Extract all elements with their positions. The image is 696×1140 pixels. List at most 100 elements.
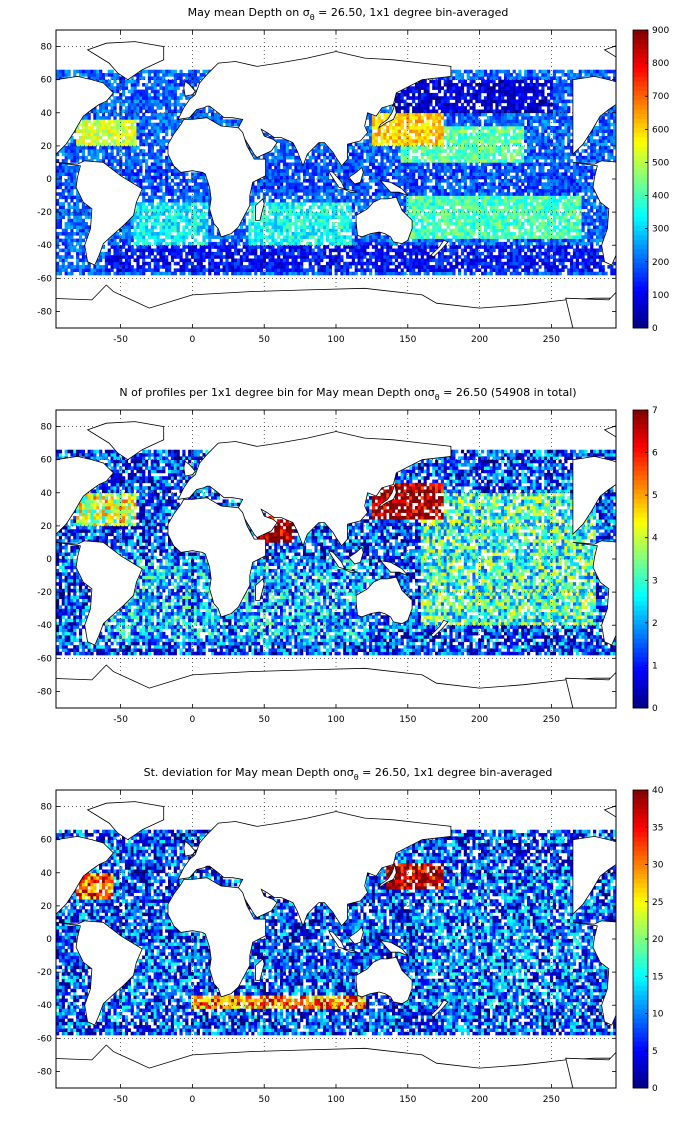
- data-cell: [162, 258, 166, 263]
- data-cell: [432, 149, 436, 153]
- data-cell: [323, 155, 327, 160]
- data-cell: [150, 192, 154, 196]
- data-cell: [294, 182, 298, 186]
- data-cell: [420, 208, 424, 213]
- data-cell: [460, 228, 465, 233]
- data-cell: [317, 265, 321, 269]
- data-cell: [107, 155, 111, 160]
- data-cell: [343, 245, 347, 249]
- data-cell: [294, 241, 298, 246]
- data-cell: [285, 245, 289, 249]
- data-cell: [76, 165, 80, 170]
- data-cell: [360, 162, 364, 167]
- data-cell: [300, 195, 304, 200]
- data-cell: [311, 152, 315, 157]
- data-cell: [305, 179, 310, 183]
- data-cell: [297, 225, 301, 229]
- data-cell: [262, 261, 266, 266]
- data-cell: [153, 215, 157, 220]
- data-cell: [406, 205, 410, 210]
- data-cell: [366, 149, 370, 153]
- data-cell: [133, 179, 137, 183]
- data-cell: [162, 102, 166, 107]
- data-cell: [271, 255, 275, 259]
- data-cell: [455, 155, 459, 160]
- data-cell: [165, 102, 169, 107]
- data-cell: [469, 235, 473, 239]
- data-cell: [351, 165, 355, 170]
- data-cell: [363, 205, 367, 210]
- data-cell: [366, 198, 370, 203]
- data-cell: [455, 112, 459, 117]
- data-cell: [87, 268, 91, 273]
- data-cell: [208, 258, 212, 263]
- data-cell: [297, 231, 301, 236]
- data-cell: [99, 258, 103, 263]
- data-cell: [153, 218, 157, 223]
- data-cell: [136, 82, 140, 87]
- data-cell: [460, 135, 465, 140]
- data-cell: [127, 155, 131, 160]
- data-cell: [285, 258, 289, 263]
- data-cell: [156, 92, 160, 97]
- data-cell: [302, 251, 307, 256]
- data-cell: [323, 188, 327, 193]
- data-cell: [317, 172, 321, 176]
- data-cell: [176, 175, 180, 180]
- data-cell: [414, 238, 419, 243]
- data-cell: [124, 109, 129, 114]
- data-cell: [426, 126, 430, 130]
- data-cell: [417, 218, 422, 223]
- data-cell: [380, 238, 384, 243]
- data-cell: [475, 268, 479, 273]
- data-cell: [437, 165, 442, 170]
- data-cell: [231, 122, 235, 127]
- data-cell: [268, 179, 272, 183]
- data-cell: [466, 139, 470, 143]
- data-cell: [73, 179, 77, 183]
- data-cell: [348, 195, 353, 200]
- data-cell: [156, 212, 160, 216]
- data-cell: [99, 73, 103, 77]
- data-cell: [323, 225, 327, 229]
- data-cell: [73, 208, 77, 213]
- data-cell: [168, 188, 172, 193]
- data-cell: [360, 149, 364, 153]
- data-cell: [374, 142, 378, 147]
- data-cell: [331, 165, 335, 170]
- data-cell: [472, 96, 476, 100]
- data-cell: [446, 185, 450, 190]
- data-cell: [119, 261, 123, 266]
- data-cell: [282, 159, 287, 163]
- data-cell: [389, 241, 393, 246]
- data-cell: [110, 69, 114, 74]
- data-cell: [219, 245, 223, 249]
- data-cell: [202, 265, 206, 269]
- data-cell: [277, 188, 281, 193]
- data-cell: [67, 179, 71, 183]
- data-cell: [469, 165, 473, 170]
- data-cell: [162, 182, 166, 186]
- data-cell: [466, 172, 470, 176]
- data-cell: [317, 179, 321, 183]
- data-cell: [159, 248, 163, 253]
- data-cell: [133, 235, 137, 239]
- data-cell: [371, 145, 376, 150]
- data-cell: [369, 119, 373, 124]
- data-cell: [150, 126, 154, 130]
- data-cell: [107, 119, 111, 124]
- data-cell: [104, 271, 108, 276]
- data-cell: [323, 142, 327, 147]
- data-cell: [199, 116, 203, 120]
- data-cell: [159, 228, 163, 233]
- data-cell: [113, 96, 117, 100]
- data-cell: [156, 165, 160, 170]
- data-cell: [458, 179, 462, 183]
- data-cell: [414, 245, 419, 249]
- data-cell: [314, 238, 318, 243]
- data-cell: [443, 79, 447, 84]
- data-cell: [346, 251, 350, 256]
- data-cell: [305, 235, 310, 239]
- data-cell: [173, 86, 177, 90]
- data-cell: [429, 139, 433, 143]
